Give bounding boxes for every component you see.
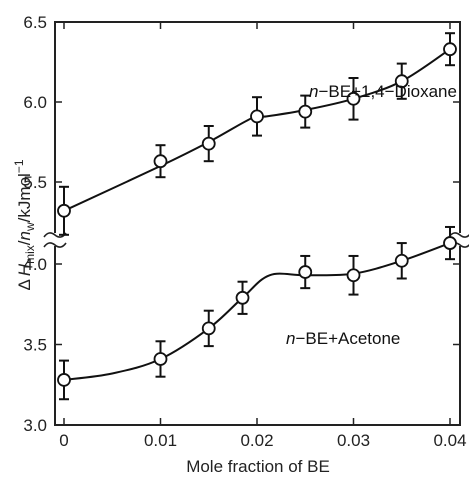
x-tick-label-1: 0.01: [144, 431, 177, 450]
data-point-1-1: [153, 352, 168, 366]
y-axis-title-symbol: H: [15, 263, 34, 276]
x-tick-label-2: 0.02: [240, 431, 273, 450]
y-axis-title-exp: −1: [12, 159, 26, 173]
y-axis-title-unit: /kJmol: [15, 173, 34, 222]
axis-break-line-right-0: [448, 232, 469, 238]
y-tick-label-upper-0: 5.5: [23, 173, 47, 192]
data-point-1-7: [443, 236, 457, 250]
data-point-0-1: [153, 154, 168, 169]
data-point-0-2: [201, 136, 216, 151]
tick-labels: 0 0.01 0.02 0.03 0.04 5.5 6.0 6.5 3.0 3.5 4.0: [23, 13, 466, 450]
y-axis-title-nsub: w: [23, 222, 37, 232]
axis-break-line-left-0: [43, 232, 67, 238]
data-point-0-5: [346, 91, 361, 106]
axis-break-marks: [43, 232, 469, 248]
x-tick-label-0: 0: [59, 431, 68, 450]
data-point-1-6: [394, 253, 409, 268]
y-tick-label-upper-2: 6.5: [23, 13, 47, 32]
y-tick-label-lower-0: 3.0: [23, 416, 47, 435]
y-axis-title-slash: /: [15, 240, 34, 245]
series-label-acetone-italic: n: [286, 329, 295, 348]
data-point-0-3: [250, 109, 264, 124]
data-point-0-4: [298, 104, 313, 119]
y-tick-label-lower-2: 4.0: [23, 255, 47, 274]
x-axis-title: Mole fraction of BE: [186, 457, 330, 476]
data-points: [57, 32, 457, 401]
x-tick-label-4: 0.04: [433, 431, 466, 450]
data-point-1-5: [346, 268, 361, 283]
y-tick-label-lower-1: 3.5: [23, 336, 47, 355]
series-label-dioxane-rest: −BE+1,4−Dioxane: [318, 82, 456, 101]
axes-ticks: [55, 21, 460, 426]
series-label-acetone-rest: −BE+Acetone: [295, 329, 400, 348]
x-tick-label-3: 0.03: [337, 431, 370, 450]
data-point-0-0: [57, 203, 71, 218]
data-point-1-0: [57, 373, 71, 387]
y-axis-title-prefix: Δ: [15, 279, 34, 290]
series-label-acetone: n−BE+Acetone: [286, 329, 400, 348]
y-axis-title: ΔHmix/nw/kJmol−1: [12, 159, 37, 290]
y-axis-title-n: n: [15, 231, 34, 240]
y-axis-title-sub: mix: [23, 245, 37, 264]
axis-break-line-left-1: [43, 242, 67, 248]
data-point-0-6: [394, 74, 409, 89]
data-point-1-2: [201, 321, 216, 336]
data-point-1-3: [235, 290, 250, 305]
fit-curve-1: [63, 242, 451, 381]
series-label-dioxane-italic: n: [309, 82, 318, 101]
data-point-0-7: [443, 42, 457, 57]
series-label-dioxane: n−BE+1,4−Dioxane: [309, 82, 457, 101]
data-point-1-4: [298, 265, 313, 279]
y-tick-label-upper-1: 6.0: [23, 93, 47, 112]
